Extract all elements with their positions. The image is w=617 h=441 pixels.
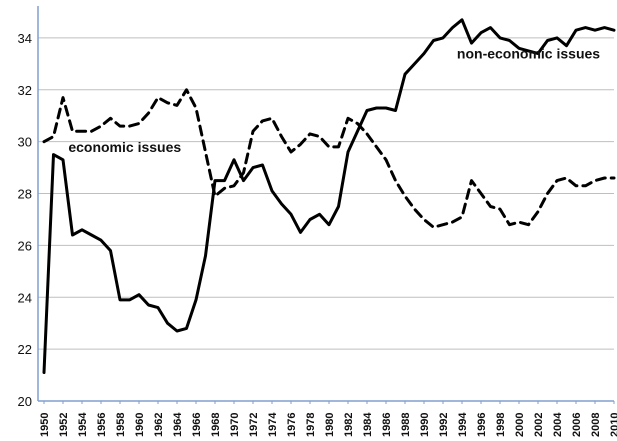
x-tick-label-1962: 1962	[153, 413, 165, 437]
x-tick-label-1972: 1972	[248, 413, 260, 437]
gridlines	[38, 37, 614, 350]
x-tick-label-1986: 1986	[381, 413, 393, 437]
y-tick-label-32: 32	[18, 83, 32, 98]
x-tick-label-1968: 1968	[210, 413, 222, 437]
y-tick-label-24: 24	[18, 290, 32, 305]
x-tick-label-1964: 1964	[172, 412, 184, 437]
x-tick-label-1956: 1956	[96, 413, 108, 437]
y-tick-label-20: 20	[18, 394, 32, 409]
series-line-non-economic-issues	[42, 18, 616, 374]
x-tick-label-1996: 1996	[476, 413, 488, 437]
x-tick-label-1954: 1954	[77, 412, 89, 437]
y-tick-label-34: 34	[18, 31, 32, 46]
x-tick-label-1982: 1982	[343, 413, 355, 437]
x-tick-label-2008: 2008	[590, 413, 602, 437]
x-tick-label-1998: 1998	[495, 413, 507, 437]
x-tick-label-2006: 2006	[571, 413, 583, 437]
x-tick-label-2010: 2010	[609, 413, 617, 437]
x-tick-label-1990: 1990	[419, 413, 431, 437]
x-tick-label-1950: 1950	[39, 413, 51, 437]
x-tick-label-1980: 1980	[324, 413, 336, 437]
x-tick-label-1984: 1984	[362, 412, 374, 437]
x-tick-label-1966: 1966	[191, 413, 203, 437]
x-tick-label-1978: 1978	[305, 413, 317, 437]
y-tick-label-22: 22	[18, 342, 32, 357]
y-tick-label-28: 28	[18, 187, 32, 202]
series-lines	[42, 18, 616, 374]
x-tick-label-1952: 1952	[58, 413, 70, 437]
annotation-economic-issues: economic issues	[68, 139, 181, 155]
x-tick-label-1976: 1976	[286, 413, 298, 437]
x-tick-label-1992: 1992	[438, 413, 450, 437]
x-tick-label-1994: 1994	[457, 412, 469, 437]
x-tick-label-1970: 1970	[229, 413, 241, 437]
y-tick-label-26: 26	[18, 238, 32, 253]
y-axis-tick-labels: 20 22 24 26 28 30 32 34	[18, 31, 32, 409]
x-tick-label-2002: 2002	[533, 413, 545, 437]
axes	[37, 6, 615, 404]
series-line-economic-issues	[42, 88, 616, 229]
annotations: non-economic issues economic issues	[68, 46, 600, 155]
y-tick-label-30: 30	[18, 135, 32, 150]
annotation-non-economic-issues: non-economic issues	[457, 46, 600, 62]
x-axis-tick-labels: 1950 1952 1954 1956 1958 1960 1962 1964 1966 1968…	[39, 412, 617, 437]
x-tick-label-2000: 2000	[514, 413, 526, 437]
x-tick-label-1988: 1988	[400, 413, 412, 437]
x-tick-label-2004: 2004	[552, 412, 564, 437]
x-tick-label-1958: 1958	[115, 413, 127, 437]
x-tick-label-1960: 1960	[134, 413, 146, 437]
x-tick-label-1974: 1974	[267, 412, 279, 437]
